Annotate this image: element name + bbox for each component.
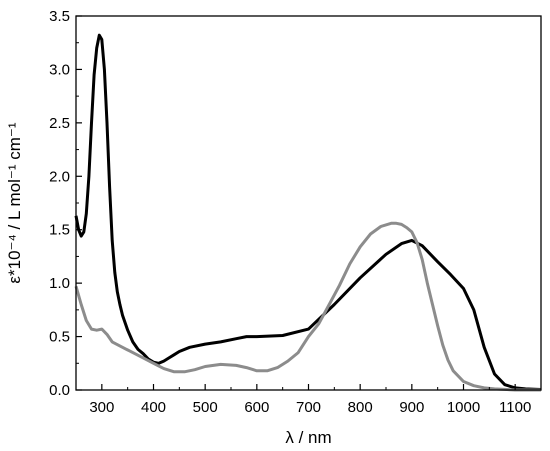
x-tick-label: 1000	[447, 399, 480, 416]
y-axis-title: ε*10⁻⁴ / L mol⁻¹ cm⁻¹	[5, 122, 24, 283]
x-tick-label: 300	[89, 399, 114, 416]
plot-frame	[75, 15, 542, 391]
y-tick-label: 0.0	[49, 382, 70, 399]
y-tick-label: 2.0	[49, 168, 70, 185]
y-tick-label: 3.5	[49, 8, 70, 25]
y-tick-label: 1.0	[49, 275, 70, 292]
x-tick-label: 700	[296, 399, 321, 416]
y-tick-label: 3.0	[49, 61, 70, 78]
x-tick-label: 600	[244, 399, 269, 416]
x-tick-label: 800	[348, 399, 373, 416]
x-tick-label: 1100	[499, 399, 531, 416]
x-tick-label: 400	[141, 399, 166, 416]
x-tick-label: 900	[399, 399, 424, 416]
series-line-2	[74, 221, 541, 392]
y-tick-label: 1.5	[49, 222, 70, 239]
y-tick-label: 0.5	[49, 329, 70, 346]
x-axis-title: λ / nm	[285, 428, 331, 447]
series-line-1	[74, 33, 542, 391]
y-tick-label: 2.5	[49, 115, 70, 132]
x-tick-label: 500	[193, 399, 218, 416]
ticks-layer: 300 400 500 600 700 800 900 1000 1100 0.0 0.5 1.0 1.…	[49, 8, 542, 416]
series-layer	[74, 33, 542, 392]
